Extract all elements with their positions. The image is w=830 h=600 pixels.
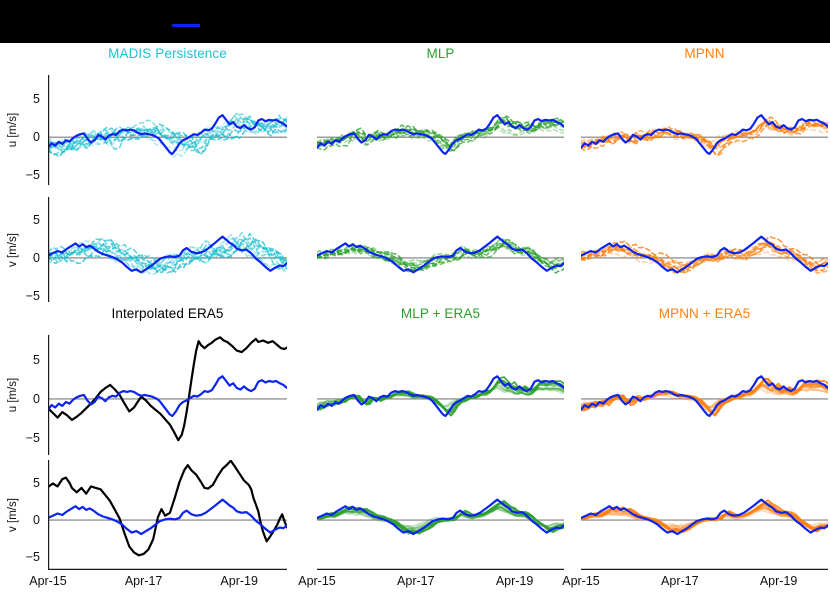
y-tick-label: 0 <box>33 130 40 145</box>
panel-mpnn-v <box>581 235 828 275</box>
y-tick-label: −5 <box>25 430 40 445</box>
panel-persistence-v <box>48 197 287 302</box>
y-tick-label: −5 <box>25 168 40 183</box>
y-axis-label: v [m/s] <box>7 498 19 532</box>
title-mpnn-era5: MPNN + ERA5 <box>658 306 751 321</box>
panel-persistence-u <box>48 75 287 185</box>
ensemble-member-line <box>581 122 828 156</box>
ensemble-member-line <box>317 243 564 274</box>
ensemble-member-line <box>317 117 564 146</box>
y-axis-label: u [m/s] <box>7 112 19 148</box>
y-tick-label: 5 <box>33 92 40 107</box>
y-tick-label: 5 <box>33 352 40 367</box>
era5-line <box>48 460 287 557</box>
panel-mlp-era5-v <box>317 498 564 570</box>
ensemble-member-line <box>48 238 287 271</box>
y-tick-label: −5 <box>25 549 40 564</box>
title-mlp: MLP <box>426 46 455 61</box>
y-tick-label: 0 <box>33 391 40 406</box>
x-tick-label: Apr-19 <box>495 574 534 588</box>
panel-era5-v <box>48 460 287 570</box>
ensemble-member-line <box>48 122 287 158</box>
era5-line <box>48 336 287 442</box>
x-tick-label: Apr-15 <box>29 574 67 588</box>
ensemble-member-line <box>581 251 828 271</box>
y-axis-label: v [m/s] <box>7 232 19 267</box>
observation-line <box>48 498 287 536</box>
panel-mpnn-u <box>581 114 828 156</box>
panel-mpnn-era5-u <box>581 375 828 418</box>
observation-line <box>48 375 287 418</box>
y-tick-label: 0 <box>33 250 40 265</box>
y-tick-label: −5 <box>25 288 40 303</box>
observation-line <box>48 114 287 155</box>
ensemble-member-line <box>317 376 564 417</box>
ensemble-member-line <box>581 241 828 275</box>
x-tick-label: Apr-19 <box>759 574 798 588</box>
observation-line <box>581 235 828 274</box>
ensemble-member-line <box>48 115 287 154</box>
title-madis-persistence: MADIS Persistence <box>108 46 227 61</box>
ensemble-member-line <box>48 238 287 274</box>
title-mpnn: MPNN <box>684 46 725 61</box>
panel-mlp-u <box>317 114 564 155</box>
ensemble-member-line <box>317 244 564 267</box>
panel-mlp-v <box>317 235 564 274</box>
observation-line <box>317 375 564 418</box>
panel-mlp-era5-u <box>317 375 564 418</box>
observation-line <box>581 498 828 536</box>
legend-observation-line <box>172 24 200 27</box>
y-tick-label: 0 <box>33 513 40 528</box>
x-tick-label: Apr-17 <box>124 574 163 588</box>
ensemble-member-line <box>581 122 828 149</box>
ensemble-member-line <box>48 233 287 272</box>
x-tick-label: Apr-17 <box>397 574 435 588</box>
x-tick-label: Apr-19 <box>220 574 258 588</box>
ensemble-member-line <box>48 237 287 273</box>
y-tick-label: 5 <box>33 212 40 227</box>
legend-bar <box>0 0 830 43</box>
y-axis-label: u [m/s] <box>7 377 19 413</box>
ensemble-member-line <box>48 237 287 269</box>
ensemble-member-line <box>48 117 287 152</box>
y-tick-label: 5 <box>33 476 40 491</box>
panel-mpnn-era5-v <box>581 498 828 570</box>
observation-line <box>317 235 564 274</box>
title-interpolated-era5: Interpolated ERA5 <box>111 306 224 321</box>
observation-line <box>48 235 287 274</box>
observation-line <box>317 114 564 155</box>
ensemble-member-line <box>581 241 828 272</box>
ensemble-member-line <box>48 231 287 266</box>
title-mlp-era5: MLP + ERA5 <box>400 306 481 321</box>
x-tick-label: Apr-17 <box>661 574 699 588</box>
observation-line <box>581 114 828 155</box>
panel-era5-u <box>48 335 287 455</box>
observation-line <box>581 375 828 418</box>
observation-line <box>317 498 564 536</box>
x-tick-label: Apr-15 <box>562 574 600 588</box>
ensemble-member-line <box>48 232 287 274</box>
x-tick-label: Apr-15 <box>298 574 336 588</box>
